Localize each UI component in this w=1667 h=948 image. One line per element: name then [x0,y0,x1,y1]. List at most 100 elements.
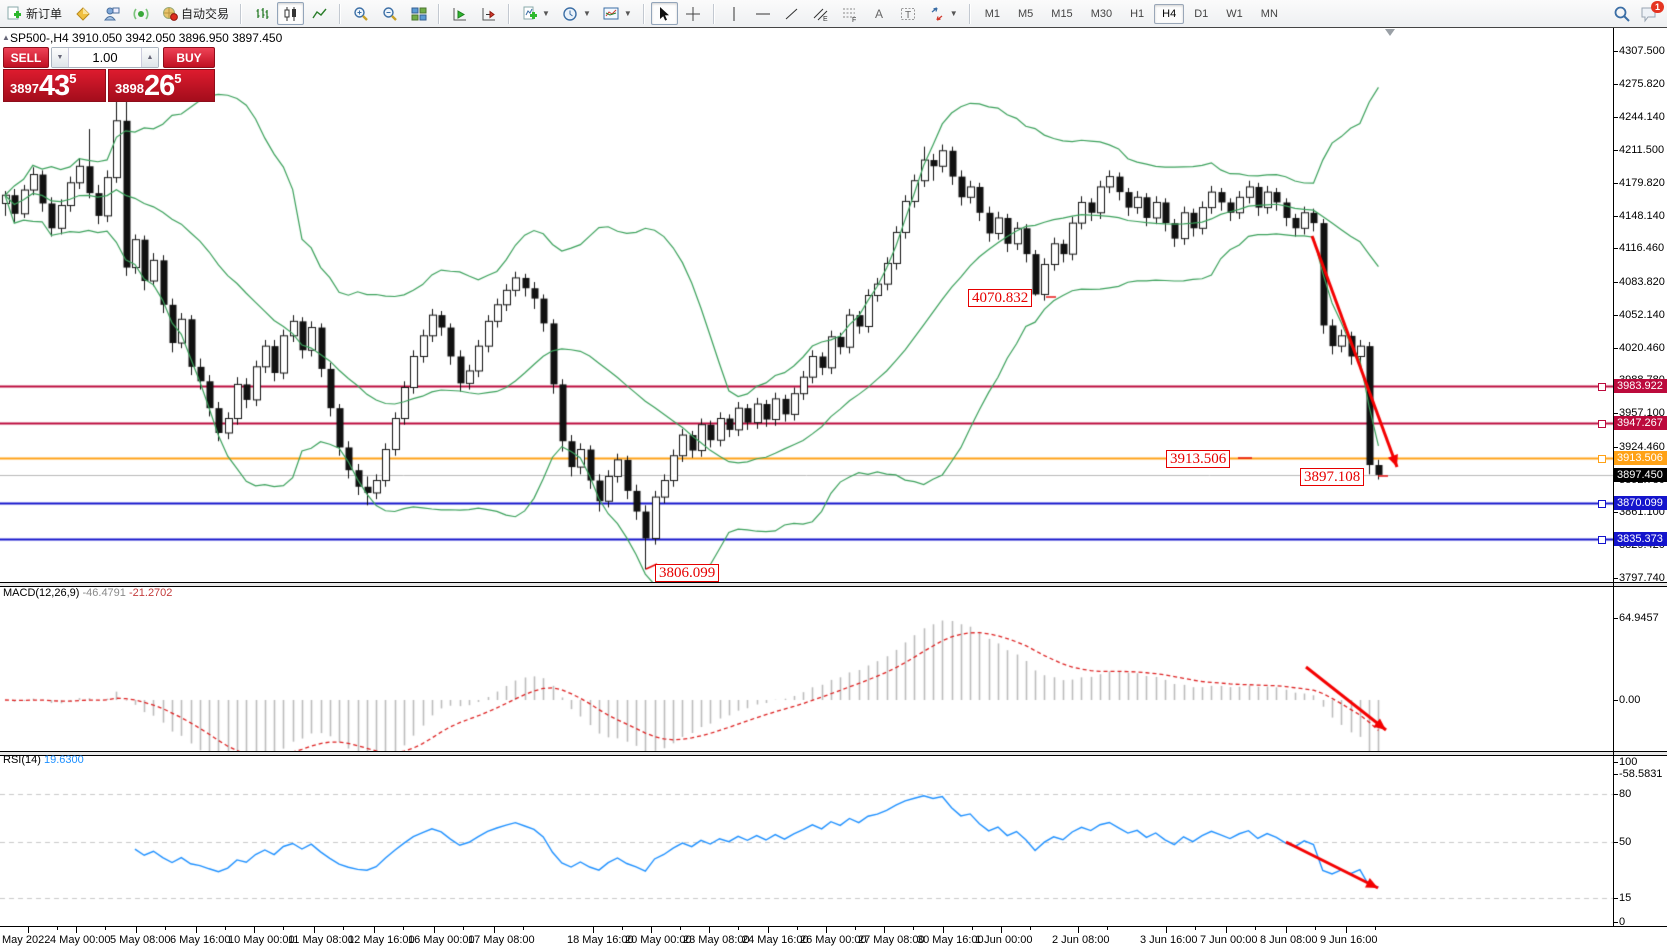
timeframe-W1[interactable]: W1 [1226,7,1243,20]
time-axis-tick [1166,927,1167,933]
horizontal-line-button[interactable] [750,2,777,25]
text-button[interactable]: A [866,2,893,25]
rsi-tick-label: 0 [1619,916,1626,928]
sell-button[interactable]: SELL [3,47,49,68]
volume-input[interactable]: 1.00 [92,50,118,65]
crosshair-button[interactable] [680,2,707,25]
text-icon: A [871,5,888,22]
timeframe-M15[interactable]: M15 [1051,7,1073,20]
price-annotation[interactable]: 3897.108 [1300,468,1365,486]
price-tick-mark [1613,347,1618,349]
main-chart-canvas[interactable] [0,28,1613,582]
text-label-button[interactable]: T [895,2,922,25]
line-chart-button[interactable] [306,2,333,25]
periods-clock-icon [562,5,579,22]
time-axis-label: 4 May 00:00 [50,934,111,946]
autotrading-button[interactable]: 自动交易 [156,2,234,25]
signals-button[interactable] [127,2,154,25]
price-tick-mark [1613,413,1618,415]
vertical-line-button[interactable] [721,2,748,25]
one-click-collapse-icon[interactable]: ▲ [2,33,10,42]
time-axis-tick [463,927,464,930]
toolbar-separator [508,3,511,24]
time-axis-label: 8 Jun 08:00 [1260,934,1318,946]
zoom-in-button[interactable] [347,2,374,25]
trendline-button[interactable] [779,2,806,25]
time-axis-tick [403,927,404,930]
timeframe-M1[interactable]: M1 [984,7,1000,20]
time-axis-label: 2 Jun 08:00 [1052,934,1110,946]
price-annotation[interactable]: 4070.832 [968,289,1033,307]
auto-scroll-button[interactable] [446,2,473,25]
time-axis-label: 27 May 08:00 [858,934,925,946]
rsi-pane-canvas[interactable] [0,755,1613,926]
market-watch-button[interactable] [69,2,96,25]
sell-price-main: 3897 [10,81,39,96]
timeframe-H4[interactable]: H4 [1154,3,1185,24]
macd-pane-canvas[interactable] [0,586,1613,751]
indicators-button[interactable]: ▼ [516,2,555,25]
buy-price-sup: 5 [174,71,182,86]
candlestick-chart-button[interactable] [277,2,305,25]
price-tick-mark [1613,150,1618,152]
auto-scroll-icon [451,5,468,22]
equidistant-channel-button[interactable]: E [808,2,835,25]
timeframe-MN[interactable]: MN [1260,7,1278,20]
volume-increase-button[interactable]: ▲ [141,48,158,67]
cursor-button[interactable] [650,2,678,25]
buy-button[interactable]: BUY [163,47,215,68]
chart-area: ▲ SP500-,H4 3910.050 3942.050 3896.950 3… [0,27,1667,948]
chart-shift-marker[interactable] [1385,29,1395,36]
rsi-tick-mark [1613,898,1618,899]
price-tick-mark [1613,51,1618,52]
time-axis-tick [826,927,827,933]
time-axis-tick [1030,927,1031,930]
time-axis-tick [709,927,710,933]
text-label-icon: T [900,5,917,22]
bid-price-chip: 3897.450 [1614,467,1667,482]
timeframe-M5[interactable]: M5 [1018,7,1034,20]
arrows-button[interactable]: ▼ [924,2,963,25]
indicators-icon [521,5,538,22]
price-level-chip: 3913.506 [1614,451,1667,466]
time-axis-tick [283,927,284,930]
time-axis-tick [593,927,594,933]
volume-decrease-button[interactable]: ▼ [52,48,69,67]
time-axis[interactable]: May 2022 4 May 00:00 5 May 08:00 6 May 16:0… [0,926,1667,948]
time-axis-label: 7 Jun 00:00 [1200,934,1258,946]
tile-windows-button[interactable] [405,2,432,25]
strategy-tester-button[interactable] [98,2,125,25]
time-axis-tick [855,927,856,930]
timeframe-D1[interactable]: D1 [1194,7,1209,20]
time-axis-tick [1255,927,1256,930]
timeframe-M30[interactable]: M30 [1090,7,1113,20]
autotrading-label: 自动交易 [181,7,230,21]
periods-button[interactable]: ▼ [557,2,596,25]
chevron-down-icon: ▼ [542,9,550,18]
search-icon[interactable] [1613,5,1630,22]
time-axis-tick [434,927,435,933]
chart-shift-button[interactable] [475,2,502,25]
rsi-tick-label: 100 [1619,756,1638,768]
zoom-out-button[interactable] [376,2,403,25]
time-axis-tick [972,927,973,930]
templates-button[interactable]: ▼ [598,2,637,25]
macd-tick-mark [1613,617,1618,619]
price-tick-label: 4020.460 [1619,341,1665,354]
fibonacci-button[interactable]: F [837,2,864,25]
price-tick-label: 3957.100 [1619,407,1665,420]
autotrading-icon [161,5,178,22]
price-tick-label: 3924.460 [1619,440,1665,453]
sell-price-display[interactable]: 3897 43 5 [3,69,107,102]
notifications-icon[interactable]: 1 [1640,1,1664,22]
price-annotation[interactable]: 3913.506 [1166,450,1231,468]
toolbar-separator [968,3,971,24]
new-order-icon [6,5,23,22]
buy-price-display[interactable]: 3898 26 5 [108,69,215,102]
time-axis-label: 10 May 00:00 [228,934,295,946]
time-axis-tick [225,927,226,930]
new-order-button[interactable]: 新订单 [1,2,67,25]
timeframe-H1[interactable]: H1 [1130,7,1145,20]
bar-chart-button[interactable] [248,2,275,25]
price-annotation[interactable]: 3806.099 [655,564,720,582]
